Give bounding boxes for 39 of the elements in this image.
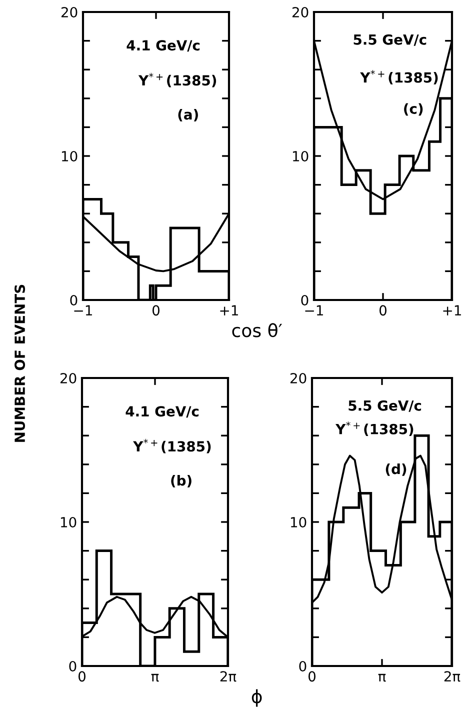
x-tick-label: 2π: [220, 671, 236, 682]
y-tick-label: 10: [60, 516, 76, 528]
annotation: (d): [386, 463, 406, 476]
y-tick-label: 10: [292, 150, 308, 162]
x-tick-label: 0: [78, 671, 86, 682]
y-tick-label: 20: [292, 6, 308, 18]
x-tick-label: −1: [74, 305, 92, 316]
annotation: Y$^{*+}$(1385): [133, 438, 211, 454]
y-tick-label: 0: [69, 660, 76, 672]
x-axis-title: ϕ: [252, 689, 262, 707]
x-axis-title: cos θ′: [232, 323, 282, 338]
y-tick-label: 0: [70, 294, 78, 306]
y-tick-label: 20: [290, 372, 306, 384]
annotation: Y$^{*+}$(1385): [360, 70, 438, 84]
x-tick-label: +1: [220, 305, 238, 316]
annotation: 5.5 GeV/c: [354, 34, 426, 46]
y-axis-title: NUMBER OF EVENTS: [14, 284, 26, 442]
x-tick-label: 0: [379, 305, 386, 316]
x-tick-label: −1: [305, 305, 323, 316]
x-tick-label: 0: [152, 305, 160, 316]
x-tick-label: +1: [443, 305, 461, 316]
y-tick-label: 20: [60, 372, 76, 384]
annotation: (c): [404, 103, 423, 116]
x-tick-label: π: [151, 674, 159, 682]
annotation: 4.1 GeV/c: [126, 406, 199, 418]
y-tick-label: 10: [62, 150, 78, 162]
x-tick-label: π: [378, 674, 386, 682]
annotation: Y$^{*+}$(1385): [335, 422, 414, 436]
annotation: 5.5 GeV/c: [348, 400, 422, 412]
x-tick-label: 2π: [444, 671, 460, 682]
y-tick-label: 0: [301, 294, 308, 306]
annotation: (a): [178, 108, 198, 122]
annotation: 4.1 GeV/c: [126, 40, 200, 52]
y-tick-label: 10: [290, 516, 306, 528]
x-tick-label: 0: [308, 671, 316, 682]
y-tick-label: 20: [61, 6, 78, 18]
annotation: (b): [171, 474, 192, 488]
y-tick-label: 0: [299, 660, 306, 672]
annotation: Y$^{*+}$(1385): [138, 72, 216, 88]
